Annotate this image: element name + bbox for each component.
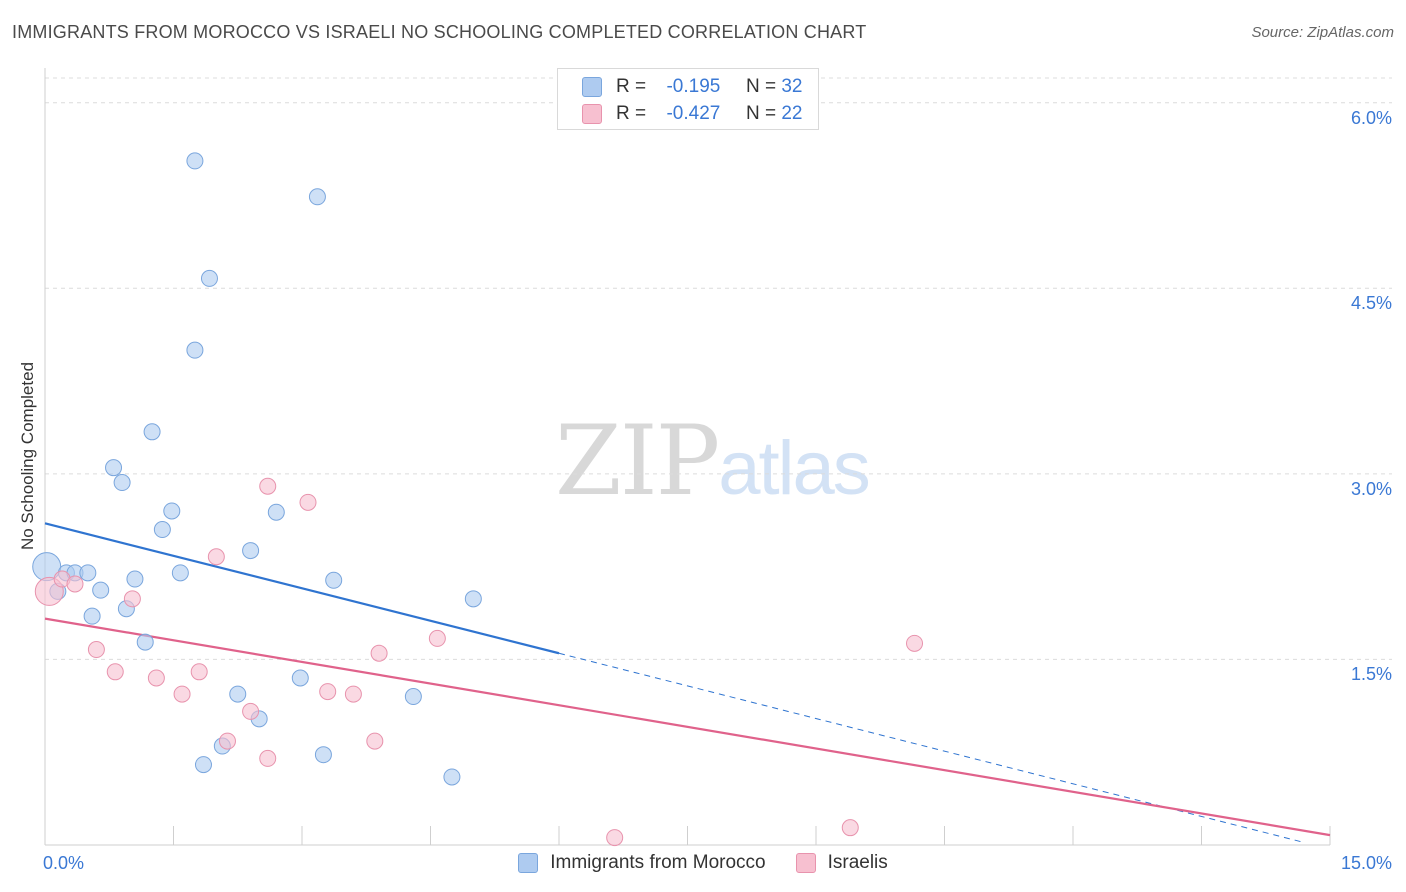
watermark: ZIPatlas [555,405,871,517]
source-label: Source: ZipAtlas.com [1251,24,1394,41]
n-value: 22 [781,103,803,124]
israelis-point [299,493,317,511]
watermark-zip: ZIP [555,405,720,517]
legend-item-morocco: Immigrants from Morocco [518,852,766,874]
morocco-swatch [518,853,539,873]
israelis-point [173,685,191,703]
morocco-point [153,521,171,539]
morocco-point [83,607,101,625]
israelis-swatch [795,853,816,873]
morocco-point [242,542,260,560]
morocco-point [229,685,247,703]
stats-legend: R = -0.195 N = 32 R = -0.427 N = 22 [557,68,819,130]
israelis-point [841,819,859,837]
israelis-point [190,663,208,681]
morocco-point [79,564,97,582]
israelis-point [259,749,277,767]
r-label: R = [616,76,647,97]
data-points [32,152,924,847]
legend-item-israelis: Israelis [795,852,888,874]
israelis-point [218,732,236,750]
morocco-point [92,581,110,599]
morocco-swatch [582,77,602,97]
r-value: -0.195 [666,76,721,97]
y-tick-label: 3.0% [1350,478,1392,499]
morocco-point [143,423,161,441]
watermark-atlas: atlas [718,426,871,511]
morocco-point [314,746,332,764]
x-tick-label: 0.0% [43,853,85,873]
israelis-point [606,829,624,847]
series-legend: Immigrants from Morocco Israelis [0,852,1406,874]
trend-line-israelis [44,617,1331,837]
stats-row-israelis: R = -0.427 N = 22 [582,101,802,127]
israelis-swatch [582,104,602,124]
legend-label: Immigrants from Morocco [550,852,766,873]
israelis-point [123,590,141,608]
morocco-point [126,570,144,588]
morocco-point [113,474,131,492]
stats-row-morocco: R = -0.195 N = 32 [582,74,802,100]
grid-lines [45,77,1392,660]
morocco-point [267,503,285,521]
morocco-point [404,688,422,706]
morocco-point [186,152,204,170]
israelis-point [319,683,337,701]
axes [44,68,1331,846]
morocco-point [186,341,204,359]
morocco-point [291,669,309,687]
morocco-point [105,459,123,477]
israelis-point [906,634,924,652]
trend-line-extension [558,652,1305,844]
n-value: 32 [781,76,803,97]
israelis-point [147,669,165,687]
morocco-point [308,188,326,206]
y-tick-label: 1.5% [1350,664,1392,685]
morocco-point [194,756,212,774]
israelis-point [242,702,260,720]
israelis-point [259,477,277,495]
r-value: -0.427 [666,103,721,124]
morocco-point [200,269,218,287]
r-label: R = [616,103,647,124]
israelis-point [344,685,362,703]
trend-lines [44,522,1331,844]
israelis-point [106,663,124,681]
israelis-point [207,548,225,566]
morocco-point [163,502,181,520]
trend-line-morocco [44,522,560,655]
y-tick-label: 6.0% [1350,107,1392,128]
israelis-point [87,641,105,659]
n-label: N = [745,76,777,97]
morocco-point [325,571,343,589]
israelis-point [428,629,446,647]
morocco-point [171,564,189,582]
legend-label: Israelis [827,852,888,873]
y-tick-label: 4.5% [1350,293,1392,314]
chart-title: IMMIGRANTS FROM MOROCCO VS ISRAELI NO SC… [12,22,867,42]
israelis-point [66,575,84,593]
n-label: N = [745,103,777,124]
morocco-point [443,768,461,786]
x-tick-label: 15.0% [1340,853,1392,873]
morocco-point [464,590,482,608]
israelis-point [366,732,384,750]
israelis-point [370,644,388,662]
morocco-point [136,633,154,651]
